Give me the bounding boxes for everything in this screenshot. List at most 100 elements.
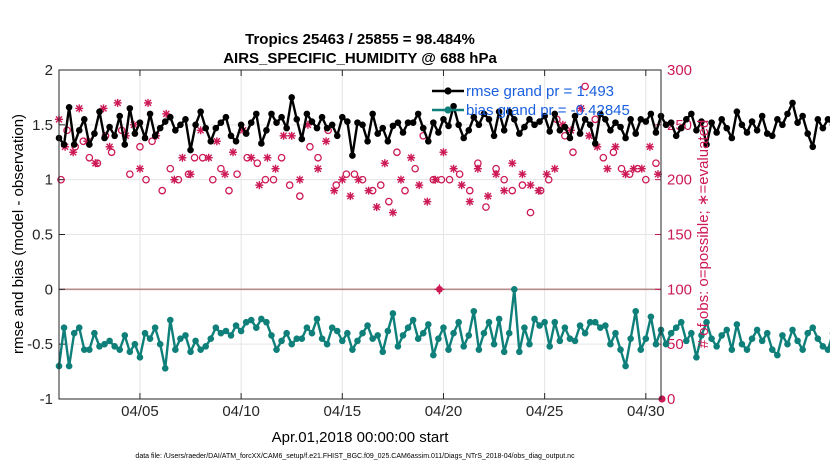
rmse-point — [566, 134, 574, 142]
bias-point — [617, 346, 624, 353]
y-tick-right-label: 0 — [667, 391, 675, 408]
rmse-point — [126, 105, 134, 112]
obs-evaluated-point — [105, 142, 114, 151]
obs-evaluated-point — [212, 137, 221, 146]
bias-point — [298, 335, 306, 342]
bias-point — [738, 340, 746, 348]
rmse-point — [227, 132, 235, 140]
obs-failed-point — [434, 284, 445, 295]
bias-point — [495, 315, 503, 323]
rmse-point — [510, 116, 518, 123]
rmse-point — [298, 135, 306, 143]
rmse-point — [809, 143, 817, 151]
bias-point — [728, 346, 736, 353]
obs-evaluated-point — [415, 181, 424, 190]
obs-evaluated-point — [645, 142, 654, 151]
bias-point — [505, 329, 513, 337]
bias-point — [227, 332, 235, 339]
bias-point — [753, 326, 761, 334]
chart-title-line2: AIRS_SPECIFIC_HUMIDITY @ 688 hPa — [223, 50, 497, 67]
obs-zero-marker — [658, 395, 666, 403]
rmse-point — [688, 110, 695, 118]
rmse-point — [546, 128, 554, 135]
bias-point — [414, 335, 422, 342]
rmse-point — [703, 141, 710, 148]
bias-point — [430, 351, 437, 359]
legend: rmse grand pr = 1.493 bias grand pr = -0… — [432, 83, 630, 119]
bias-point — [480, 329, 488, 337]
rmse-point — [748, 118, 756, 125]
obs-evaluated-point — [457, 181, 466, 190]
legend-rmse-label: rmse grand pr = 1.493 — [466, 83, 614, 100]
obs-evaluated-point — [75, 104, 84, 113]
rmse-point — [349, 152, 356, 159]
obs-evaluated-point — [354, 175, 363, 184]
rmse-point — [779, 121, 786, 129]
rmse-point — [632, 130, 640, 137]
rmse-point — [591, 140, 599, 147]
y-tick-right-label: 50 — [667, 336, 684, 353]
bias-point — [384, 327, 392, 335]
rmse-point — [237, 121, 245, 129]
bias-point — [485, 318, 493, 326]
rmse-point — [424, 137, 432, 145]
rmse-point — [278, 113, 285, 121]
obs-evaluated-point — [449, 164, 458, 173]
rmse-point — [505, 108, 513, 115]
bias-point — [647, 313, 655, 321]
rmse-point — [430, 119, 437, 126]
rmse-point — [409, 119, 417, 126]
obs-evaluated-point — [388, 208, 397, 217]
bias-point — [308, 329, 316, 337]
bias-point — [344, 329, 351, 337]
bias-point — [379, 348, 387, 356]
bias-point — [622, 362, 629, 370]
bias-point — [283, 329, 290, 337]
rmse-point — [667, 119, 675, 126]
rmse-point — [197, 108, 204, 115]
bias-point — [151, 324, 159, 332]
obs-possible-point — [569, 148, 577, 157]
rmse-point — [642, 118, 650, 125]
obs-possible-point — [393, 148, 401, 157]
bias-point — [718, 332, 726, 339]
bias-point — [293, 335, 301, 342]
rmse-point — [647, 110, 655, 118]
obs-possible-point — [508, 186, 517, 195]
obs-evaluated-point — [364, 186, 373, 195]
bias-point — [177, 335, 184, 342]
rmse-point — [111, 132, 118, 140]
bias-point — [642, 335, 650, 342]
bias-point — [703, 318, 710, 326]
bias-point — [445, 346, 452, 353]
bias-point — [632, 307, 640, 315]
rmse-point — [399, 129, 407, 136]
obs-evaluated-point — [483, 192, 492, 201]
obs-possible-point — [445, 175, 454, 184]
rmse-point — [713, 129, 720, 136]
bias-point — [435, 335, 442, 342]
obs-evaluated-point — [585, 131, 594, 140]
rmse-point — [187, 146, 194, 154]
obs-possible-point — [641, 175, 650, 184]
bias-point — [677, 318, 685, 326]
rmse-point — [450, 102, 457, 110]
bias-point — [278, 337, 285, 345]
rmse-point — [80, 116, 88, 123]
bias-point — [182, 332, 189, 339]
rmse-point — [293, 116, 301, 123]
rmse-point — [247, 119, 255, 126]
obs-evaluated-point — [322, 137, 331, 146]
rmse-point — [131, 130, 139, 137]
bias-point — [713, 343, 720, 350]
bias-point — [141, 329, 149, 337]
x-tick-label: 04/05 — [121, 403, 159, 420]
bias-point — [75, 324, 83, 332]
obs-possible-point — [136, 142, 144, 151]
bias-point — [551, 318, 559, 326]
bias-point — [779, 332, 786, 339]
obs-possible-point — [518, 181, 527, 189]
rmse-point — [485, 116, 493, 123]
bias-point — [121, 332, 129, 339]
